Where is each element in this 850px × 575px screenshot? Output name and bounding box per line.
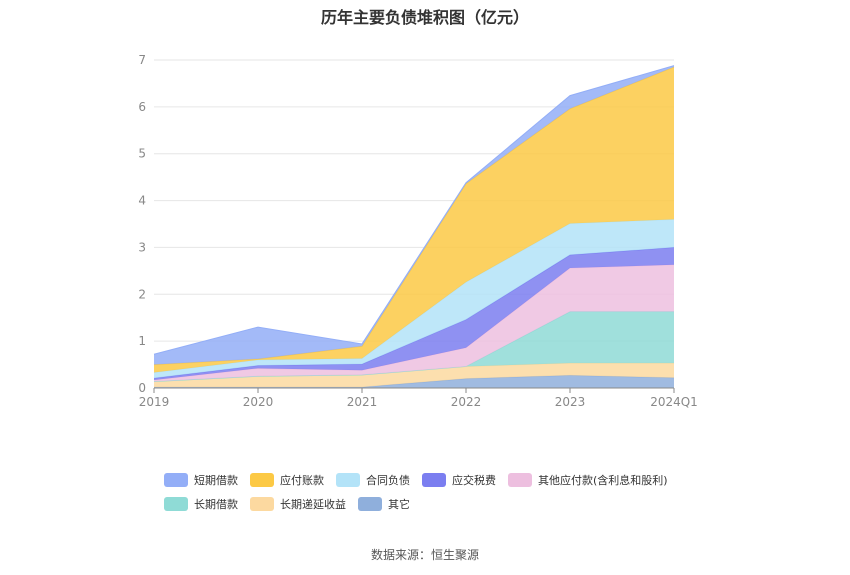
y-tick-label: 0: [138, 381, 146, 395]
x-tick-label: 2021: [347, 395, 378, 409]
legend-swatch: [250, 497, 274, 511]
y-tick-label: 2: [138, 287, 146, 301]
area-edge: [153, 246, 675, 379]
y-axis: 0 1 2 3 4 5 6 7: [138, 53, 146, 395]
x-tick-label: 2024Q1: [650, 395, 698, 409]
area-长期递延收益: [154, 363, 674, 388]
legend-item[interactable]: 短期借款: [164, 472, 238, 488]
legend-label: 合同负债: [366, 474, 410, 487]
x-axis: 2019 2020 2021 2022 2023 2024Q1: [139, 387, 698, 409]
chart-title: 历年主要负债堆积图（亿元）: [320, 8, 529, 27]
legend-item[interactable]: 长期借款: [164, 496, 238, 512]
legend-item[interactable]: 应付账款: [250, 472, 324, 488]
y-tick-label: 7: [138, 53, 146, 67]
legend-label: 应交税费: [452, 474, 496, 487]
legend-swatch: [164, 473, 188, 487]
y-tick-label: 1: [138, 334, 146, 348]
area-应付账款: [154, 67, 674, 373]
x-tick-label: 2022: [451, 395, 482, 409]
y-tick-label: 5: [138, 147, 146, 161]
legend-item[interactable]: 应交税费: [422, 472, 496, 488]
legend-label: 应付账款: [280, 474, 324, 487]
source-note: 数据来源：恒生聚源: [370, 548, 479, 562]
legend-label: 其他应付款(含利息和股利): [538, 474, 668, 487]
legend: 短期借款 应付账款 合同负债 应交税费 其他应付款(含利息和股利) 长期借款 长期递延收益…: [164, 472, 724, 520]
area-长期借款: [154, 311, 674, 382]
area-edge: [153, 65, 675, 355]
x-tick-label: 2020: [243, 395, 274, 409]
area-应交税费: [154, 247, 674, 381]
legend-swatch: [508, 473, 532, 487]
y-tick-label: 6: [138, 100, 146, 114]
legend-row: 长期借款 长期递延收益 其它: [164, 496, 724, 512]
y-tick-label: 4: [138, 194, 146, 208]
legend-row: 短期借款 应付账款 合同负债 应交税费 其他应付款(含利息和股利): [164, 472, 724, 488]
legend-item[interactable]: 其它: [358, 496, 410, 512]
legend-label: 短期借款: [194, 474, 238, 487]
x-tick-label: 2019: [139, 395, 170, 409]
area-edge: [153, 311, 674, 382]
legend-swatch: [422, 473, 446, 487]
legend-label: 其它: [388, 498, 410, 511]
legend-swatch: [336, 473, 360, 487]
legend-item[interactable]: 其他应付款(含利息和股利): [508, 472, 668, 488]
legend-swatch: [164, 497, 188, 511]
legend-item[interactable]: 长期递延收益: [250, 496, 346, 512]
chart-plot: 0 1 2 3 4 5 6 7 2019 2020 2021 2022 2023 2024Q1: [138, 53, 698, 409]
legend-item[interactable]: 合同负债: [336, 472, 410, 488]
area-edge: [154, 374, 675, 388]
area-series: [153, 65, 675, 388]
legend-swatch: [358, 497, 382, 511]
area-其它: [154, 375, 674, 388]
legend-label: 长期借款: [194, 498, 238, 511]
x-tick-label: 2023: [555, 395, 586, 409]
legend-swatch: [250, 473, 274, 487]
area-其他应付款(含利息和股利): [154, 264, 674, 382]
area-合同负债: [154, 219, 674, 379]
y-tick-label: 3: [138, 240, 146, 254]
legend-label: 长期递延收益: [280, 498, 346, 511]
